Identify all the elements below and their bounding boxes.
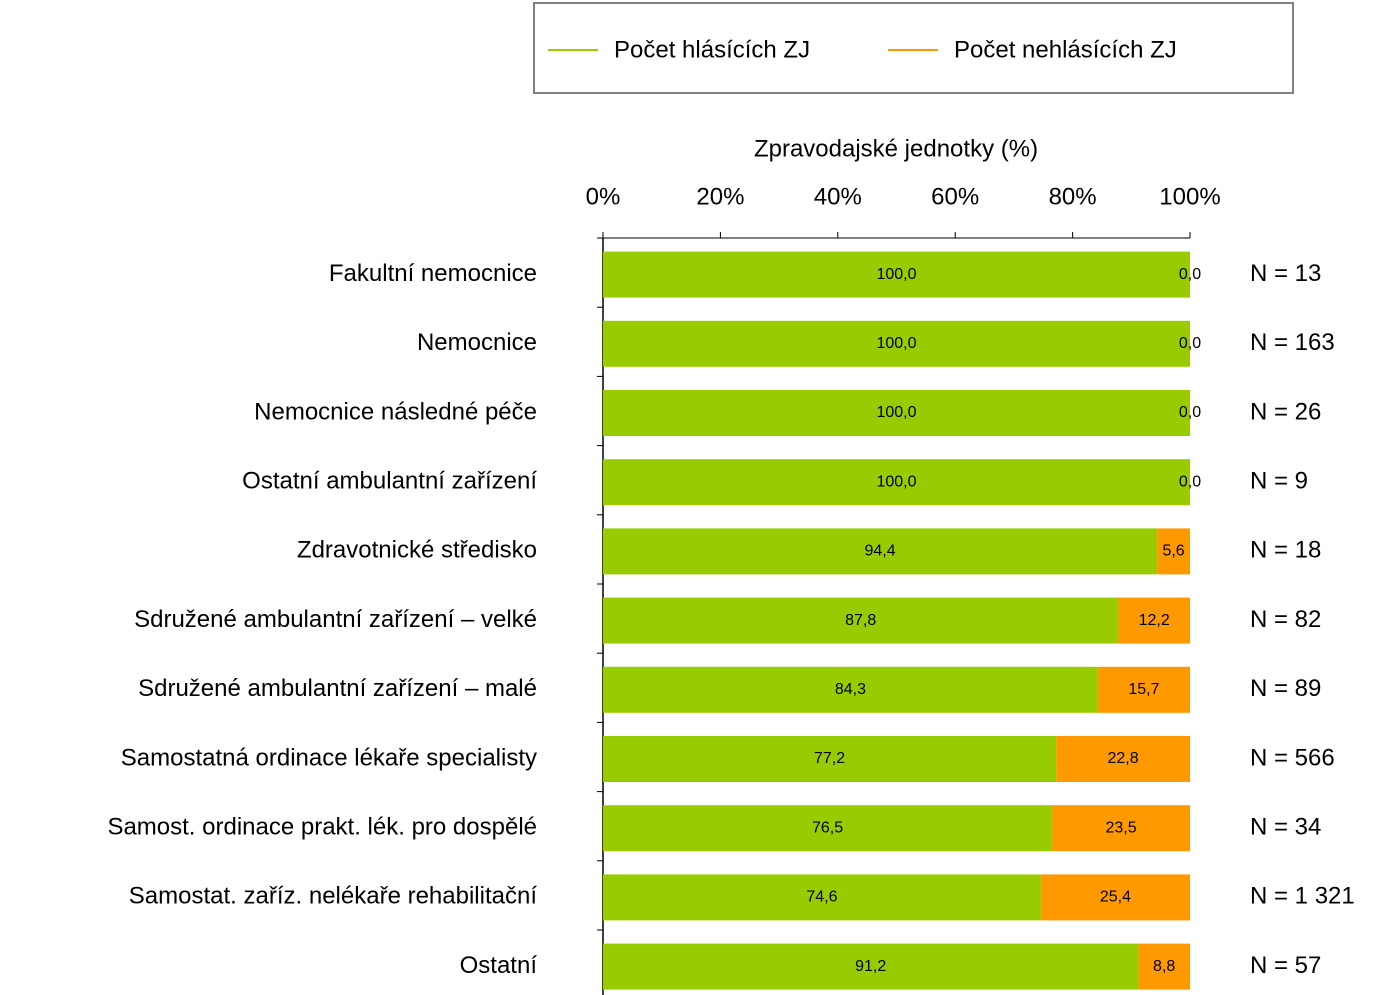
y-tick-label: Sdružené ambulantní zařízení – malé <box>138 675 537 702</box>
bar-segment <box>1056 736 1190 782</box>
value-label: 22,8 <box>1108 750 1139 767</box>
annotation: N = 163 <box>1250 329 1335 356</box>
y-tick-label: Nemocnice <box>417 329 537 356</box>
bar-segment <box>603 320 1190 367</box>
value-label: 23,5 <box>1105 819 1136 836</box>
bar-segment <box>603 597 1119 644</box>
annotation: N = 89 <box>1250 675 1321 702</box>
annotation: N = 566 <box>1250 744 1335 771</box>
x-tick-label: 20% <box>696 183 744 210</box>
legend-label: Počet hlásících ZJ <box>614 36 810 63</box>
annotation: N = 18 <box>1250 537 1321 564</box>
x-tick-label: 0% <box>586 183 621 210</box>
annotation: N = 34 <box>1250 814 1321 841</box>
y-tick-label: Samostatná ordinace lékaře specialisty <box>121 744 537 771</box>
value-label: 87,8 <box>845 612 876 629</box>
bar-segment <box>1052 805 1190 852</box>
annotation: N = 57 <box>1250 952 1321 979</box>
y-tick-label: Zdravotnické středisko <box>297 537 537 564</box>
value-label: 15,7 <box>1128 681 1159 698</box>
value-label: 12,2 <box>1139 612 1170 629</box>
bar-segment <box>1040 874 1190 921</box>
value-label: 100,0 <box>876 404 916 421</box>
bar-segment <box>603 943 1139 990</box>
y-tick-label: Samost. ordinace prakt. lék. pro dospělé <box>107 814 537 841</box>
bar-segment <box>603 528 1158 575</box>
bar-segment <box>603 874 1041 921</box>
y-tick-label: Sdružené ambulantní zařízení – velké <box>134 606 537 633</box>
value-label: 5,6 <box>1162 543 1184 560</box>
value-label: 100,0 <box>876 473 916 490</box>
y-tick-label: Nemocnice následné péče <box>254 398 537 425</box>
bar-segment <box>1118 597 1190 644</box>
annotation: N = 13 <box>1250 260 1321 287</box>
annotation: N = 26 <box>1250 398 1321 425</box>
y-tick-label: Ostatní <box>460 952 538 979</box>
value-label: 91,2 <box>855 958 886 975</box>
value-label: 76,5 <box>812 819 843 836</box>
y-tick-label: Fakultní nemocnice <box>329 260 537 287</box>
value-label: 0,0 <box>1179 266 1201 283</box>
bar-segment <box>603 736 1057 782</box>
annotation: N = 1 321 <box>1250 883 1355 910</box>
axis-title: Zpravodajské jednotky (%) <box>754 135 1038 162</box>
x-tick-label: 100% <box>1159 183 1220 210</box>
x-tick-label: 60% <box>931 183 979 210</box>
x-tick-label: 40% <box>814 183 862 210</box>
y-tick-label: Samostat. zaříz. nelékaře rehabilitační <box>129 883 538 910</box>
value-label: 77,2 <box>814 750 845 767</box>
value-label: 8,8 <box>1153 958 1175 975</box>
bar-segment <box>603 459 1190 506</box>
value-label: 74,6 <box>806 889 837 906</box>
annotation: N = 82 <box>1250 606 1321 633</box>
legend-box <box>533 2 1294 94</box>
annotation: N = 9 <box>1250 468 1308 495</box>
bar-segment <box>1097 666 1190 713</box>
bar-segment <box>603 390 1190 436</box>
bar-segment <box>1157 528 1190 575</box>
value-label: 100,0 <box>876 335 916 352</box>
value-label: 0,0 <box>1179 335 1201 352</box>
bar-segment <box>603 805 1053 852</box>
y-tick-label: Ostatní ambulantní zařízení <box>242 468 537 495</box>
bar-segment <box>1138 943 1190 990</box>
value-label: 0,0 <box>1179 473 1201 490</box>
value-label: 0,0 <box>1179 404 1201 421</box>
bar-segment <box>603 251 1190 298</box>
value-label: 94,4 <box>864 543 895 560</box>
legend-label: Počet nehlásících ZJ <box>954 36 1177 63</box>
value-label: 100,0 <box>876 266 916 283</box>
value-label: 84,3 <box>835 681 866 698</box>
value-label: 25,4 <box>1100 889 1131 906</box>
bar-segment <box>603 666 1098 713</box>
x-tick-label: 80% <box>1049 183 1097 210</box>
